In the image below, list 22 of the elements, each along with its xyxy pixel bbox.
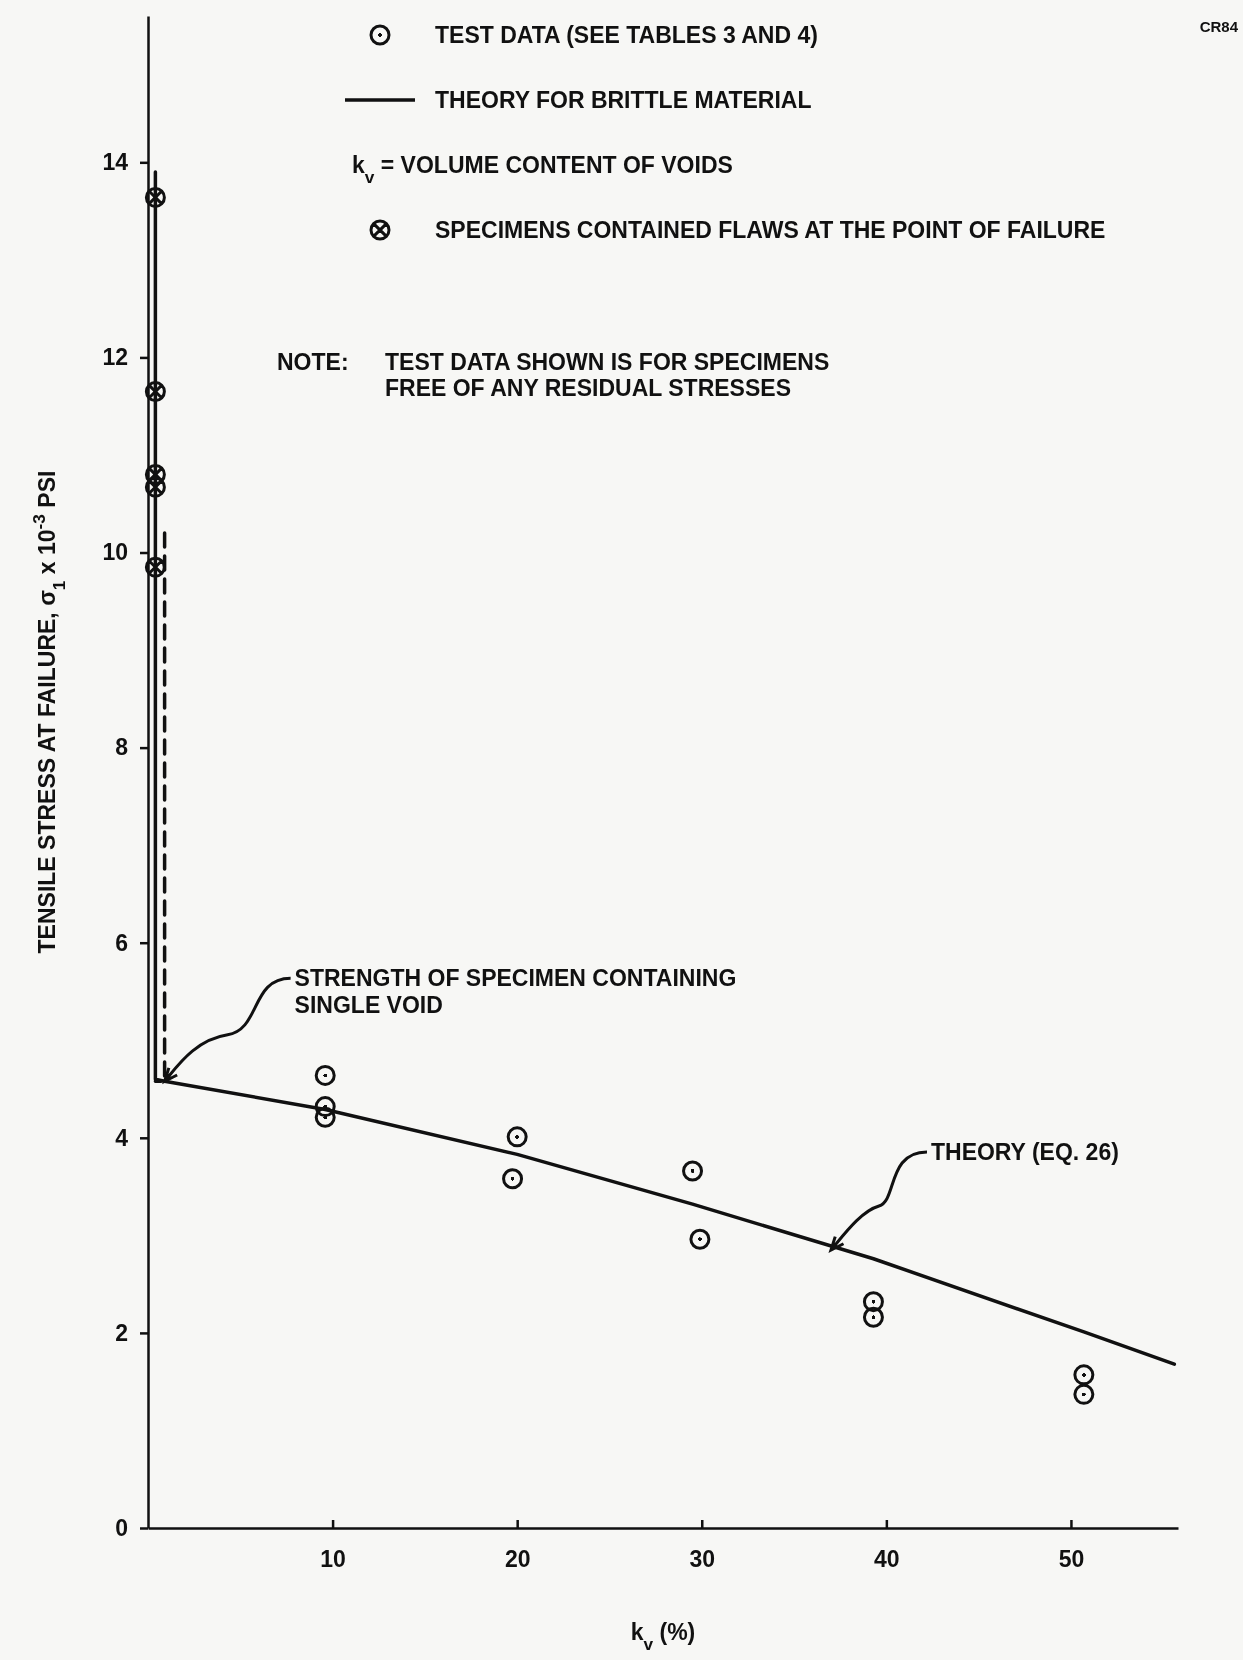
y-tick-label: 10: [102, 539, 128, 566]
y-tick-label: 2: [115, 1319, 128, 1346]
x-tick-label: 50: [1058, 1545, 1085, 1572]
x-tick-label: 40: [874, 1545, 900, 1572]
legend-label: SPECIMENS CONTAINED FLAWS AT THE POINT OF FAILURE: [435, 217, 1106, 243]
y-tick-label: 6: [115, 929, 128, 956]
annotation: k$_{v}$ = VOLUME CONTENT OF VOIDS: [352, 152, 733, 187]
x-tick-label: 20: [504, 1545, 531, 1572]
x-axis-title: k$_{v}$ (%): [630, 1619, 696, 1654]
annotation: THEORY (EQ. 26): [930, 1138, 1119, 1165]
legend-label: THEORY FOR BRITTLE MATERIAL: [435, 87, 812, 113]
y-tick-label: 14: [102, 149, 129, 176]
y-tick-label: 8: [115, 734, 129, 761]
x-tick-label: 30: [689, 1545, 716, 1572]
annotation: STRENGTH OF SPECIMEN CONTAINING SINGLE VOID: [294, 965, 737, 1018]
x-tick-label: 10: [320, 1545, 346, 1572]
text: NOTE: TEST DATA SHOWN IS FOR SPECIMENS FREE OF ANY RESIDUAL STRESSES: [277, 349, 830, 402]
text: CR84: [1199, 18, 1239, 35]
legend-label: TEST DATA (SEE TABLES 3 AND 4): [435, 22, 818, 48]
y-tick-label: 12: [102, 344, 128, 371]
y-tick-label: 4: [115, 1124, 129, 1151]
y-tick-label: 0: [115, 1514, 128, 1541]
